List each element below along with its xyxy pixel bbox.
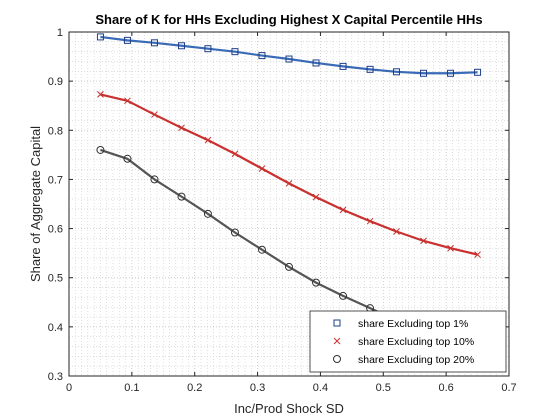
plot-frame <box>68 31 510 377</box>
series-1-point <box>204 45 212 53</box>
series-2-point <box>124 97 131 105</box>
legend-marker-2 <box>333 337 341 345</box>
series-3-point <box>123 154 132 163</box>
series-2-point <box>178 124 185 132</box>
y-tick-label: 0.8 <box>48 125 63 137</box>
series-2-point <box>474 251 481 258</box>
series-2-point <box>339 206 347 214</box>
series-3-point <box>312 278 321 287</box>
series-1-point <box>150 39 158 47</box>
series-1-point <box>231 48 239 56</box>
series-1-point <box>285 55 293 63</box>
series-1-point <box>96 33 104 41</box>
series-2-point <box>312 193 320 201</box>
series-1-point <box>366 65 374 73</box>
legend-marker-1 <box>333 319 341 327</box>
series-2-point <box>366 217 374 225</box>
y-tick-label: 0.3 <box>48 371 63 383</box>
series-1-line <box>100 35 478 75</box>
y-tick-label: 1 <box>57 27 63 39</box>
chart-title: Share of K for HHs Excluding Highest X C… <box>95 12 482 27</box>
series-3-point <box>177 192 186 201</box>
x-tick-label: 0.6 <box>438 382 453 394</box>
series-2 <box>97 91 481 258</box>
series-3-point <box>339 291 348 300</box>
y-tick-label: 0.4 <box>48 322 63 334</box>
series-1-point <box>447 69 455 77</box>
y-tick-label: 0.9 <box>48 76 63 88</box>
x-tick-label: 0.1 <box>124 382 139 394</box>
series-2-point <box>393 228 400 235</box>
legend-box <box>309 310 507 373</box>
series-1 <box>96 33 482 77</box>
series-1-point <box>392 68 400 76</box>
x-tick-label: 0.7 <box>501 382 516 394</box>
y-tick-label: 0.5 <box>48 273 63 285</box>
legend-entry-2: share Excluding top 10% <box>358 336 474 348</box>
legend: share Excluding top 1% share Excluding to… <box>309 310 507 373</box>
series-2-point <box>258 165 266 172</box>
y-tick-label: 0.7 <box>48 174 63 186</box>
series-3-point <box>230 228 239 237</box>
series-3-point <box>257 245 266 254</box>
series-1-point <box>123 36 131 44</box>
series-1-point <box>339 62 347 70</box>
series-2-point <box>231 150 239 158</box>
series-1-point <box>178 42 186 50</box>
series-1-point <box>420 69 428 77</box>
y-tick-label: 0.6 <box>48 224 63 236</box>
series-2-point <box>204 136 212 144</box>
series-2-point <box>285 180 293 187</box>
legend-marker-3 <box>333 355 341 363</box>
x-tick-label: 0.3 <box>250 382 265 394</box>
series-2-point <box>97 91 104 98</box>
series-3-point <box>203 209 212 218</box>
series-1-point <box>312 59 320 67</box>
series-3-point <box>96 145 105 154</box>
x-tick-label: 0.5 <box>376 382 391 394</box>
legend-entry-1: share Excluding top 1% <box>358 318 468 330</box>
series-2-point <box>151 111 158 118</box>
x-tick-label: 0 <box>66 382 72 394</box>
series-1-point <box>258 52 266 60</box>
x-axis-label: Inc/Prod Shock SD <box>234 401 344 416</box>
legend-entry-3: share Excluding top 20% <box>358 354 474 366</box>
x-tick-label: 0.4 <box>313 382 328 394</box>
series-2-point <box>447 244 454 252</box>
y-axis-label: Share of Aggregate Capital <box>28 126 43 282</box>
series-1-point <box>474 68 482 76</box>
x-axis-ticks: 0 0.1 0.2 0.3 0.4 0.5 0.6 0.7 <box>66 32 517 394</box>
y-axis-ticks: 0.3 0.4 0.5 0.6 0.7 0.8 0.9 1 <box>48 27 509 383</box>
series-3-point <box>285 262 293 271</box>
x-tick-label: 0.2 <box>187 382 202 394</box>
series-3-point <box>150 175 159 184</box>
series-2-point <box>420 237 427 245</box>
